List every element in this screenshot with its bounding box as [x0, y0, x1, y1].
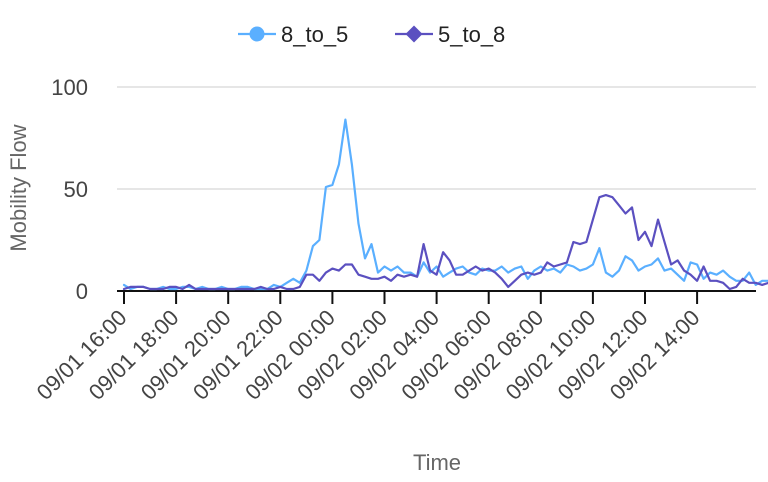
legend-label: 8_to_5	[281, 22, 348, 47]
y-tick-label: 50	[64, 177, 88, 202]
legend-circle-marker	[249, 26, 265, 42]
y-tick-label: 100	[51, 75, 88, 100]
legend-item-5_to_8[interactable]: 5_to_8	[395, 22, 505, 47]
y-axis-title: Mobility Flow	[6, 124, 31, 251]
series-line-5_to_8	[122, 194, 768, 291]
legend-label: 5_to_8	[438, 22, 505, 47]
gridlines	[117, 86, 756, 190]
legend-item-8_to_5[interactable]: 8_to_5	[238, 22, 348, 47]
legend-diamond-marker	[405, 25, 423, 43]
legend[interactable]: 8_to_5 5_to_8	[238, 22, 505, 47]
plot-series	[122, 118, 768, 291]
y-tick-label: 0	[76, 279, 88, 304]
y-tick-labels: 0 50 100	[51, 75, 88, 304]
x-axis-title: Time	[413, 450, 461, 475]
